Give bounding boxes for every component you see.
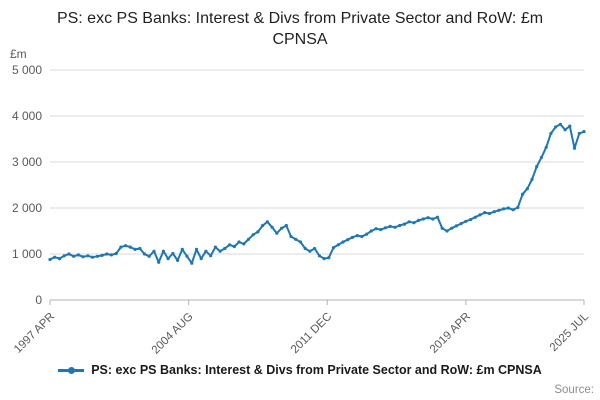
chart-area: 0 1 000 2 000 3 000 4 000 5 000 1997 APR 2004 A… bbox=[0, 56, 600, 356]
legend-line-marker-icon bbox=[58, 366, 85, 374]
svg-text:0: 0 bbox=[35, 293, 42, 307]
svg-text:2011 DEC: 2011 DEC bbox=[289, 311, 334, 356]
svg-text:2019 APR: 2019 APR bbox=[428, 311, 473, 356]
svg-text:2004 AUG: 2004 AUG bbox=[150, 311, 196, 356]
svg-text:3 000: 3 000 bbox=[12, 155, 42, 169]
line-chart: 0 1 000 2 000 3 000 4 000 5 000 1997 APR 2004 A… bbox=[12, 63, 592, 356]
svg-text:1 000: 1 000 bbox=[12, 247, 42, 261]
source-label: Source: bbox=[554, 384, 594, 396]
legend-series-label: PS: exc PS Banks: Interest & Divs from P… bbox=[91, 363, 542, 377]
chart-legend: PS: exc PS Banks: Interest & Divs from P… bbox=[0, 360, 600, 380]
svg-text:2025 JUL: 2025 JUL bbox=[548, 310, 592, 354]
chart-title: PS: exc PS Banks: Interest & Divs from P… bbox=[56, 10, 544, 48]
svg-text:2 000: 2 000 bbox=[12, 201, 42, 215]
svg-text:4 000: 4 000 bbox=[12, 109, 42, 123]
svg-text:5 000: 5 000 bbox=[12, 63, 42, 77]
svg-text:1997 APR: 1997 APR bbox=[12, 311, 57, 356]
y-axis-unit-label: £m bbox=[10, 47, 27, 61]
